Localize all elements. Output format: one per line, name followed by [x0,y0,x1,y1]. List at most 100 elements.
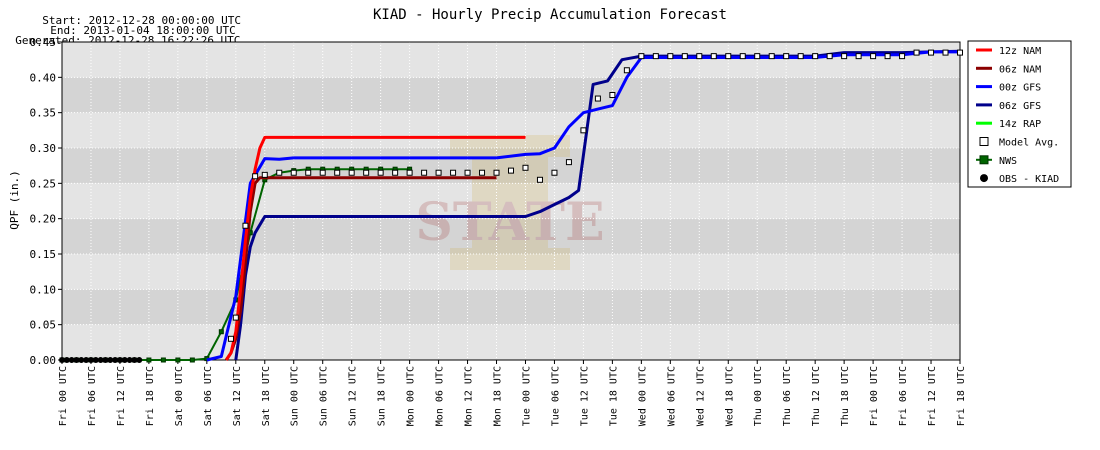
x-axis: Fri 00 UTC Fri 06 UTC Fri 12 UTC Fri 18 UTC… [58,360,967,426]
data-point-model-avg [783,53,790,60]
x-tick-label: Sat 00 UTC [174,366,185,426]
x-tick-label: Fri 18 UTC [145,366,156,426]
legend-swatch-model-avg [979,137,989,146]
y-tick-label: 0.10 [30,283,57,296]
data-point-model-avg [667,53,674,60]
data-point-model-avg [377,169,384,176]
data-point-model-avg [536,176,543,183]
x-tick-label: Wed 12 UTC [695,366,706,426]
background-band [62,254,960,290]
legend-label-06z-nam: 06z NAM [999,64,1041,75]
x-tick-label: Mon 18 UTC [493,366,504,426]
x-tick-label: Thu 00 UTC [753,366,764,426]
data-point-nws [175,357,181,363]
x-tick-label: Thu 18 UTC [840,366,851,426]
x-tick-label: Mon 00 UTC [406,366,417,426]
x-tick-label: Fri 00 UTC [58,366,69,426]
data-point-model-avg [942,49,949,56]
data-point-model-avg [884,53,891,60]
data-point-obs-kiad [63,357,70,363]
y-tick-label: 0.20 [30,213,57,226]
data-point-model-avg [739,53,746,60]
x-tick-label: Tue 12 UTC [579,366,590,426]
data-point-model-avg [565,159,572,166]
legend-label-obs-kiad: OBS - KIAD [999,174,1059,185]
y-tick-label: 0.00 [30,354,57,367]
x-tick-label: Fri 06 UTC [87,366,98,426]
data-point-model-avg [334,169,341,176]
data-point-model-avg [242,222,249,229]
data-point-model-avg [261,171,268,178]
data-point-model-avg [290,169,297,176]
x-tick-label: Thu 06 UTC [782,366,793,426]
data-point-model-avg [421,169,428,176]
y-axis-label: QPF (in.) [8,170,21,230]
data-point-model-avg [609,92,616,98]
x-tick-label: Wed 06 UTC [666,366,677,426]
legend-label-nws: NWS [999,156,1017,167]
background-band [62,324,960,360]
y-tick-label: 0.05 [30,319,57,332]
data-point-model-avg [363,169,370,176]
y-tick-label: 0.40 [30,71,57,84]
data-point-nws [146,357,152,363]
background-band [62,42,960,78]
data-point-model-avg [957,49,963,56]
data-point-model-avg [319,169,326,176]
data-point-nws [160,357,166,363]
legend-label-14z-rap: 14z RAP [999,119,1041,130]
x-tick-label: Tue 06 UTC [550,366,561,426]
data-point-model-avg [841,53,848,60]
data-point-model-avg [826,53,833,60]
x-tick-label: Tue 00 UTC [521,366,532,426]
data-point-obs-kiad [73,357,80,363]
data-point-model-avg [768,53,775,60]
data-point-model-avg [276,169,283,176]
data-point-obs-kiad [107,357,114,363]
legend-swatch-nws [979,155,989,165]
start-label: Start: [42,14,82,27]
data-point-model-avg [348,169,355,176]
data-point-model-avg [522,164,529,171]
end-value: 2013-01-04 18:00:00 UTC [83,24,236,37]
data-point-obs-kiad [102,357,109,363]
data-point-model-avg [681,53,688,60]
x-tick-label: Fri 12 UTC [927,366,938,426]
svg-text:STATE: STATE [415,192,604,253]
data-point-model-avg [899,53,906,60]
legend-label-12z-nam: 12z NAM [999,46,1041,57]
data-point-model-avg [870,53,877,60]
data-point-model-avg [797,53,804,60]
background-band [62,183,960,219]
x-tick-label: Mon 12 UTC [464,366,475,426]
data-point-model-avg [710,53,717,60]
legend-label-06z-gfs: 06z GFS [999,101,1041,112]
data-point-obs-kiad [131,357,138,363]
y-tick-label: 0.25 [30,177,57,190]
y-tick-label: 0.15 [30,248,57,261]
data-point-obs-kiad [136,357,143,363]
series-layer [59,49,963,363]
data-point-model-avg [812,53,819,60]
generated-value: 2012-12-28 16:22:26 UTC [88,34,241,47]
x-tick-label: Tue 18 UTC [608,366,619,426]
series-line-12z-nam [224,135,526,361]
data-point-model-avg [580,127,587,134]
legend-swatch-obs-kiad [980,174,988,183]
data-point-model-avg [638,53,645,60]
data-point-model-avg [232,314,239,321]
data-point-model-avg [551,169,558,176]
background-band [62,77,960,113]
background-band [62,289,960,325]
data-point-nws [189,357,195,363]
data-point-obs-kiad [121,357,128,363]
y-tick-label: 0.30 [30,142,57,155]
x-tick-label: Sat 06 UTC [203,366,214,426]
data-point-model-avg [392,169,399,176]
data-point-obs-kiad [126,357,133,363]
data-point-model-avg [435,169,442,176]
data-point-model-avg [493,169,500,176]
data-point-model-avg [725,53,732,60]
legend-label-00z-gfs: 00z GFS [999,83,1041,94]
data-point-model-avg [913,49,920,56]
